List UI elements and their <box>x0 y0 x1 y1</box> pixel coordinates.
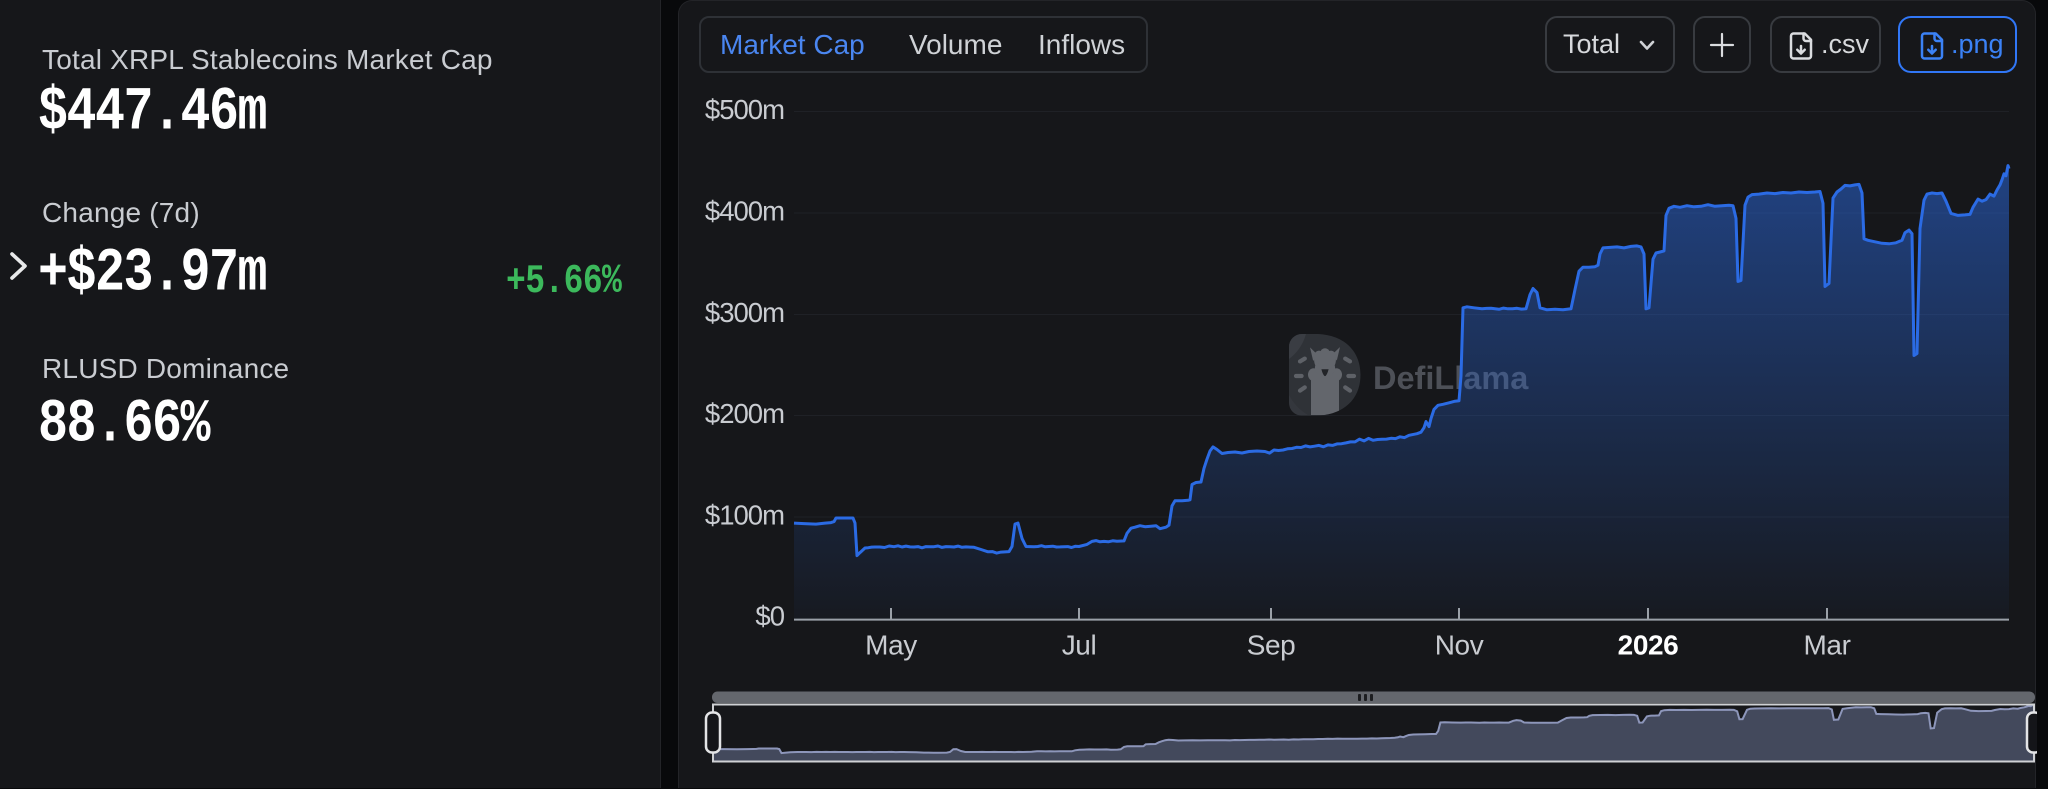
svg-text:Nov: Nov <box>1435 630 1484 661</box>
svg-text:May: May <box>865 630 917 661</box>
svg-text:$500m: $500m <box>705 94 784 125</box>
svg-text:2026: 2026 <box>1618 630 1679 661</box>
svg-text:$200m: $200m <box>705 398 784 429</box>
svg-text:$400m: $400m <box>705 196 784 227</box>
svg-text:Mar: Mar <box>1803 630 1850 661</box>
svg-text:$100m: $100m <box>705 500 784 531</box>
svg-text:Jul: Jul <box>1062 630 1097 661</box>
svg-text:$300m: $300m <box>705 297 784 328</box>
svg-text:Sep: Sep <box>1247 630 1296 661</box>
svg-text:$0: $0 <box>755 601 784 632</box>
